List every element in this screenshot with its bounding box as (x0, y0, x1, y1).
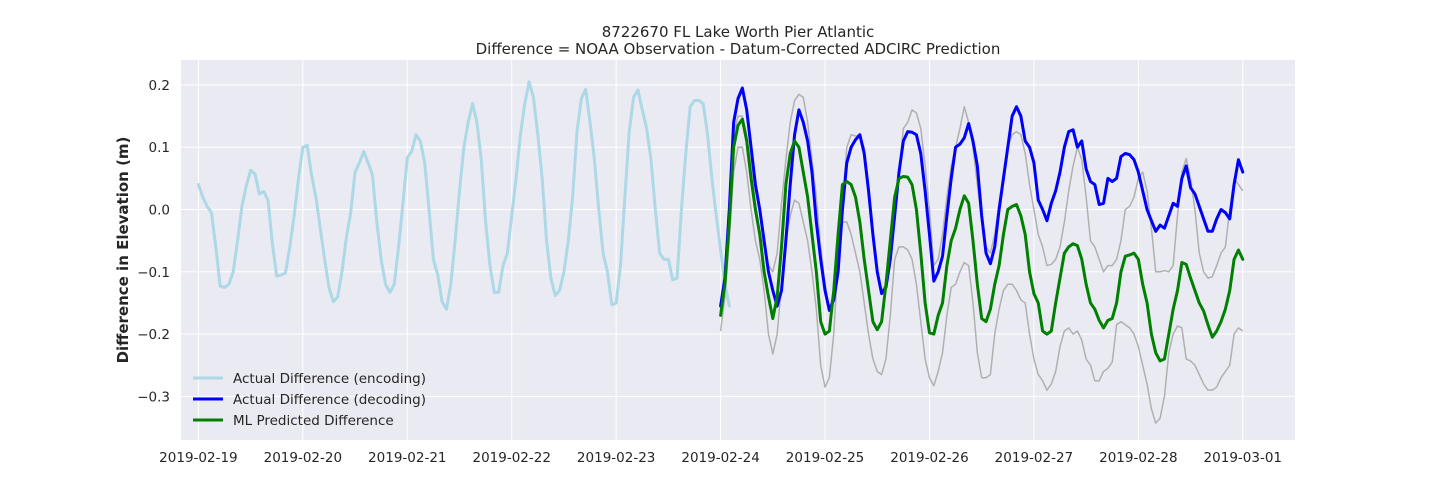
x-tick-label: 2019-02-20 (264, 450, 342, 466)
x-tick-labels: 2019-02-19 2019-02-20 2019-02-21 2019-02-22… (159, 450, 1282, 466)
x-tick-label: 2019-02-24 (681, 450, 759, 466)
chart-subtitle: Difference = NOAA Observation - Datum-Co… (476, 40, 1001, 58)
x-tick-label: 2019-02-19 (159, 450, 237, 466)
y-tick-label: 0.1 (149, 140, 170, 156)
series-line (196, 80, 731, 311)
x-tick-label: 2019-02-23 (577, 450, 655, 466)
gridlines (181, 60, 1295, 440)
x-tick-label: 2019-02-28 (1099, 450, 1177, 466)
x-tick-label: 2019-02-27 (995, 450, 1073, 466)
x-tick-label: 2019-02-21 (368, 450, 446, 466)
x-tick-label: 2019-03-01 (1204, 450, 1282, 466)
x-tick-label: 2019-02-26 (890, 450, 968, 466)
y-tick-label: −0.2 (137, 327, 170, 343)
legend: Actual Difference (encoding) Actual Diffe… (193, 371, 426, 429)
legend-label: Actual Difference (decoding) (233, 392, 426, 408)
y-tick-labels: −0.3 −0.2 −0.1 0.0 0.1 0.2 (137, 78, 170, 405)
background-trace-line (719, 146, 1244, 424)
y-tick-label: 0.0 (149, 203, 170, 219)
series-lines (196, 80, 1245, 363)
chart-title: 8722670 FL Lake Worth Pier Atlantic (602, 23, 875, 41)
legend-label: Actual Difference (encoding) (233, 371, 426, 387)
x-tick-label: 2019-02-22 (472, 450, 550, 466)
y-axis-label: Difference in Elevation (m) (114, 137, 132, 364)
y-tick-label: 0.2 (149, 78, 170, 94)
y-tick-label: −0.1 (137, 265, 170, 281)
series-line (719, 117, 1245, 363)
x-tick-label: 2019-02-25 (786, 450, 864, 466)
legend-label: ML Predicted Difference (233, 413, 394, 429)
series-line (719, 86, 1245, 312)
y-tick-label: −0.3 (137, 389, 170, 405)
